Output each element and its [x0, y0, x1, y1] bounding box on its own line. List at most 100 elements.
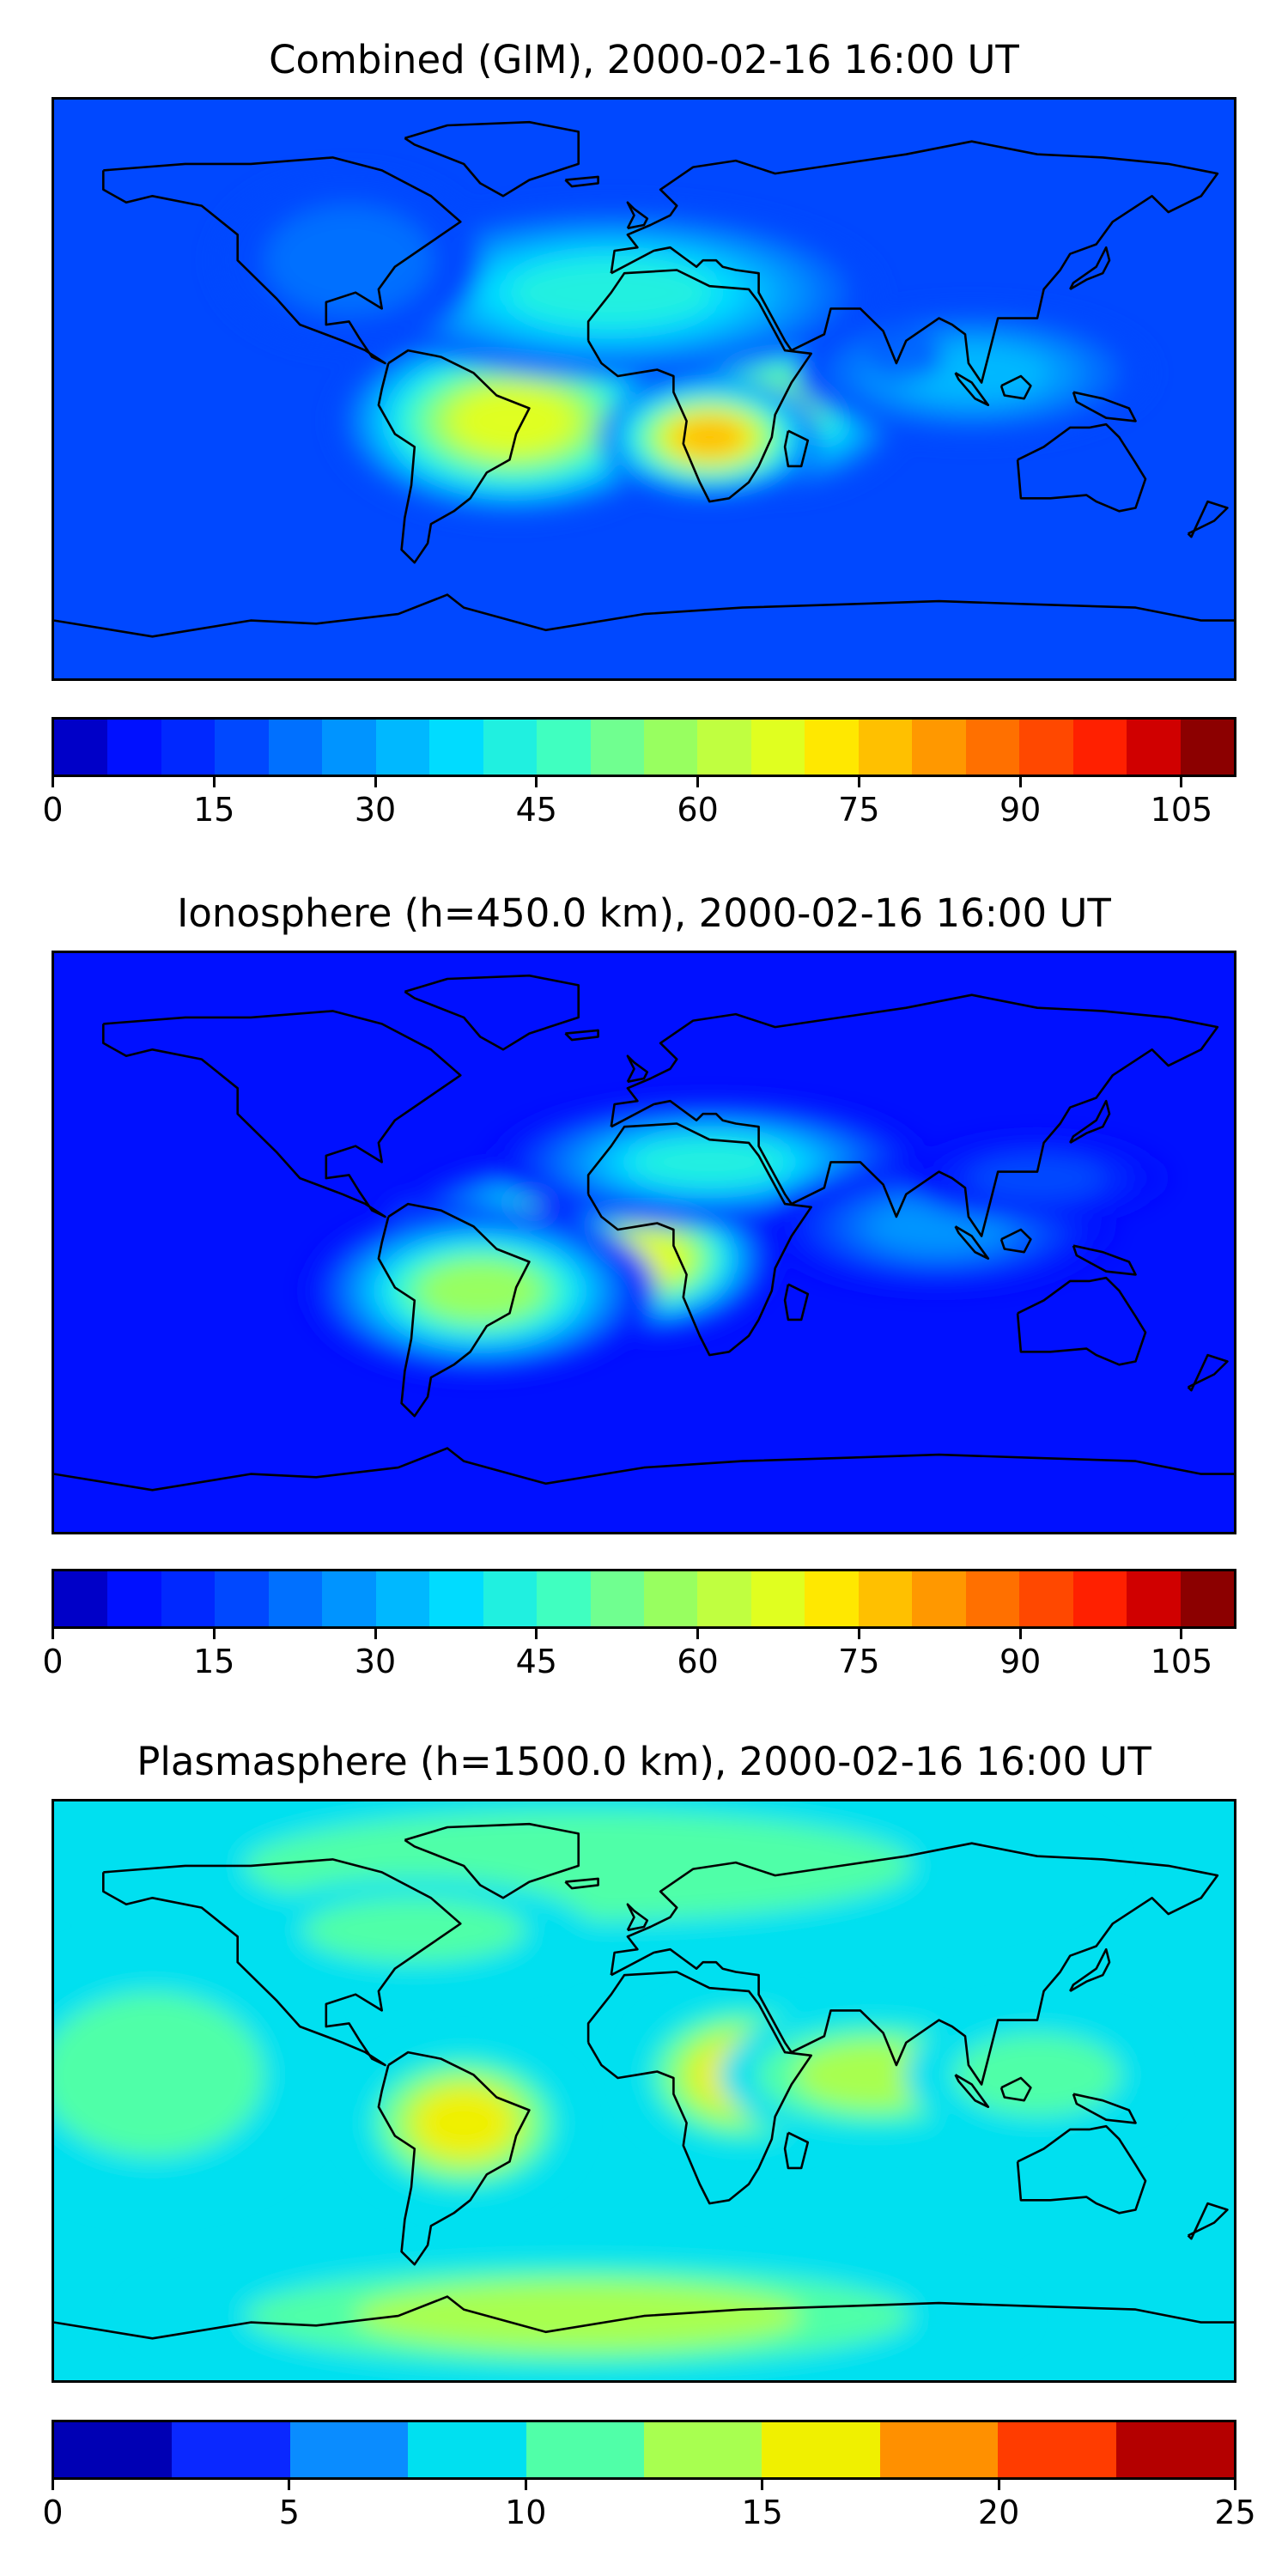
colorbar-segment	[697, 720, 751, 775]
colorbar-segment	[750, 1571, 805, 1626]
colorbar-segment	[858, 1571, 913, 1626]
field-contours	[54, 1801, 1170, 2380]
colorbar-tick	[997, 2480, 1000, 2490]
colorbar-tick-label: 90	[999, 1643, 1042, 1680]
colorbar-segment	[322, 1571, 376, 1626]
colorbar-segment	[762, 2422, 880, 2477]
coastline	[54, 1447, 1234, 1492]
colorbar-segment	[697, 1571, 751, 1626]
contour-level	[422, 1262, 538, 1320]
colorbar-segment	[998, 2422, 1116, 2477]
colorbar-tick-label: 10	[505, 2494, 547, 2531]
colorbar-segment	[161, 720, 216, 775]
coastline	[1016, 1276, 1147, 1366]
colorbar-segment	[1127, 1571, 1181, 1626]
colorbar-tick	[761, 2480, 764, 2490]
contour-level	[884, 343, 929, 371]
colorbar-segment	[289, 2422, 409, 2477]
colorbar-tick-label: 15	[193, 1643, 235, 1680]
colorbar-tick	[52, 777, 54, 787]
coastline	[564, 1877, 599, 1890]
coastline	[610, 140, 1219, 384]
coastline	[101, 1858, 462, 2067]
colorbar-segment	[375, 720, 430, 775]
colorbar-segment	[805, 1571, 859, 1626]
colorbar-tick	[535, 1629, 538, 1639]
coastline	[783, 429, 810, 468]
colorbar-tick	[1180, 777, 1183, 787]
colorbar-tick-label: 90	[999, 791, 1042, 829]
colorbar-tick	[1018, 777, 1022, 787]
coastline	[1187, 500, 1229, 538]
panel-title-ionosphere: Ionosphere (h=450.0 km), 2000-02-16 16:0…	[177, 890, 1111, 936]
colorbar-tick-label: 0	[42, 1643, 64, 1680]
colorbar-tick-label: 60	[677, 791, 719, 829]
colorbar-segment	[1180, 720, 1234, 775]
colorbar-combined	[52, 717, 1236, 777]
colorbar-segment	[1019, 720, 1073, 775]
colorbar-segment	[408, 2422, 526, 2477]
colorbar-tick-label: 45	[515, 1643, 557, 1680]
coastline	[1187, 1353, 1229, 1392]
coastline	[610, 993, 1219, 1237]
map-combined	[52, 97, 1236, 681]
colorbar-segment	[643, 1571, 698, 1626]
colorbar-segment	[215, 1571, 269, 1626]
coastline	[564, 1029, 599, 1042]
colorbar-segment	[1072, 720, 1127, 775]
contour-level	[969, 1156, 1105, 1200]
colorbar-segment	[172, 2422, 290, 2477]
colorbar-tick	[1234, 2480, 1236, 2490]
colorbar-segment	[912, 720, 966, 775]
colorbar-segment	[268, 720, 323, 775]
colorbar-tick-label: 60	[677, 1643, 719, 1680]
coastline	[586, 1971, 813, 2205]
colorbar-tick-label: 30	[354, 791, 397, 829]
colorbar-tick-label: 20	[977, 2494, 1020, 2531]
coastline	[101, 156, 462, 365]
coastlines	[54, 120, 1234, 638]
colorbar-tick	[52, 2480, 54, 2490]
coastline	[1069, 1947, 1111, 1993]
coastline	[626, 1054, 649, 1084]
colorbar-segment	[526, 2422, 645, 2477]
colorbar-ionosphere	[52, 1569, 1236, 1629]
colorbar-tick	[535, 777, 538, 787]
colorbar-tick-label: 0	[42, 2494, 64, 2531]
colorbar-segment	[1115, 2422, 1234, 2477]
coastline	[101, 1010, 462, 1218]
coastline	[783, 2131, 810, 2170]
colorbar-tick-label: 105	[1150, 1643, 1213, 1680]
colorbar-segment	[1180, 1571, 1234, 1626]
panel-title-plasmasphere: Plasmasphere (h=1500.0 km), 2000-02-16 1…	[137, 1739, 1151, 1784]
colorbar-tick	[1180, 1629, 1183, 1639]
coastlines	[54, 974, 1234, 1492]
colorbar-tick	[1018, 1629, 1022, 1639]
colorbar-tick	[857, 777, 860, 787]
colorbar-segment	[1072, 1571, 1127, 1626]
colorbar-segment	[322, 720, 376, 775]
colorbar-segment	[805, 720, 859, 775]
colorbar-tick-label: 75	[838, 791, 880, 829]
colorbar-tick	[212, 777, 216, 787]
contour-level	[54, 1992, 264, 2157]
colorbar-segment	[107, 720, 161, 775]
colorbar-segment	[537, 1571, 591, 1626]
colorbar-tick	[212, 1629, 216, 1639]
colorbar-tick	[288, 2480, 291, 2490]
colorbar-plasmasphere	[52, 2420, 1236, 2480]
colorbar-segment	[54, 720, 108, 775]
colorbar-segment	[161, 1571, 216, 1626]
colorbar-segment	[483, 720, 538, 775]
coastline	[1069, 246, 1111, 291]
colorbar-segment	[750, 720, 805, 775]
field-contours	[216, 173, 1149, 517]
map-plasmasphere	[52, 1799, 1236, 2383]
colorbar-segment	[643, 720, 698, 775]
colorbar-segment	[429, 1571, 483, 1626]
contour-level	[414, 2088, 513, 2158]
contour-level	[455, 390, 571, 453]
colorbar-tick-label: 0	[42, 791, 64, 829]
contour-level	[303, 1897, 526, 1963]
